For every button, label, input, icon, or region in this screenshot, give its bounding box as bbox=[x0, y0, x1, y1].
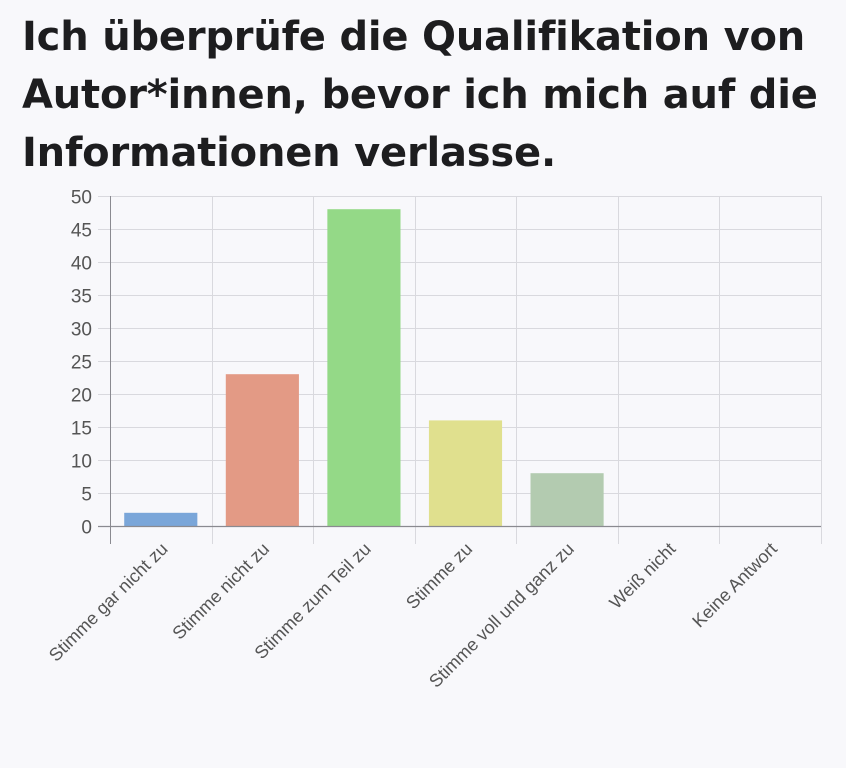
x-tick-label: Keine Antwort bbox=[688, 539, 781, 632]
axes bbox=[98, 196, 821, 544]
bars bbox=[124, 209, 604, 526]
y-tick-label: 45 bbox=[71, 221, 92, 242]
x-tick-label: Stimme gar nicht zu bbox=[45, 539, 172, 666]
x-tick-label: Weiß nicht bbox=[605, 539, 679, 613]
bar bbox=[530, 473, 604, 526]
y-tick-label: 20 bbox=[71, 386, 92, 407]
bar bbox=[225, 374, 299, 526]
y-tick-label: 40 bbox=[71, 254, 92, 275]
y-tick-label: 30 bbox=[71, 320, 92, 341]
x-tick-label: Stimme zu bbox=[402, 539, 476, 613]
y-tick-label: 50 bbox=[71, 188, 92, 209]
bar bbox=[124, 512, 198, 526]
y-tick-label: 25 bbox=[71, 353, 92, 374]
x-tick-label: Stimme zum Teil zu bbox=[251, 539, 375, 663]
y-tick-label: 15 bbox=[71, 419, 92, 440]
y-tick-label: 0 bbox=[81, 518, 92, 539]
y-tick-label: 10 bbox=[71, 452, 92, 473]
bar bbox=[327, 209, 401, 526]
chart-title: Ich überprüfe die Qualifikation von Auto… bbox=[22, 14, 818, 176]
bar bbox=[428, 420, 503, 526]
y-tick-label: 35 bbox=[71, 287, 92, 308]
x-tick-label: Stimme nicht zu bbox=[169, 539, 274, 644]
y-tick-label: 5 bbox=[81, 485, 92, 506]
y-tick-labels: 0 5 10 15 20 25 30 35 40 45 50 bbox=[71, 188, 92, 539]
